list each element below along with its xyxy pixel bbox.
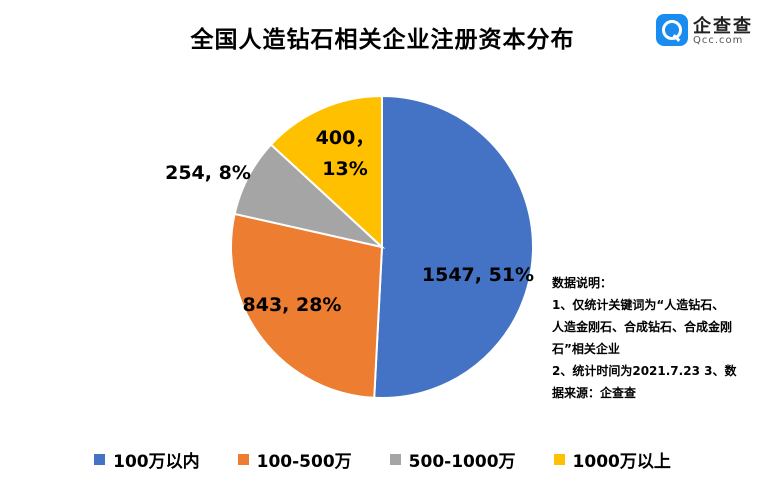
logo-name: 企查查: [693, 16, 753, 37]
note-line: 1、仅统计关键词为“人造钻石、: [552, 298, 725, 312]
note-line: 2、统计时间为2021.7.23 3、数: [552, 364, 737, 378]
chart-title: 全国人造钻石相关企业注册资本分布: [190, 27, 575, 53]
slice-data-label: 843, 28%: [243, 294, 342, 316]
qcc-logo: 企查查 Qcc.com: [656, 10, 760, 50]
legend-label: 500-1000万: [408, 452, 516, 472]
logo-domain: Qcc.com: [693, 35, 744, 46]
legend-label: 100-500万: [256, 452, 352, 472]
legend-item: 500-1000万: [389, 447, 516, 472]
chart-legend: 100万以内 100-500万 500-1000万 1000万以上: [0, 447, 765, 472]
legend-label: 1000万以上: [572, 452, 671, 472]
note-line: 人造金刚石、合成钻石、合成金刚: [552, 320, 733, 334]
note-line: 石”相关企业: [552, 342, 620, 356]
pie-slice: [230, 212, 384, 399]
magnifier-icon: [656, 14, 688, 46]
data-note: 数据说明： 1、仅统计关键词为“人造钻石、 人造金刚石、合成钻石、合成金刚 石”…: [552, 272, 757, 404]
slice-data-label: 13%: [322, 158, 367, 180]
note-line: 数据说明：: [552, 276, 613, 290]
slice-data-label: 1547, 51%: [422, 264, 534, 286]
legend-swatch: [389, 454, 401, 465]
legend-item: 1000万以上: [553, 447, 671, 472]
legend-swatch: [553, 454, 565, 465]
pie-slice: [269, 94, 383, 250]
legend-swatch: [237, 454, 249, 465]
note-line: 据来源：企查查: [552, 386, 637, 400]
legend-label: 100万以内: [113, 452, 200, 472]
pie-slice: [373, 94, 534, 399]
legend-item: 100-500万: [237, 447, 352, 472]
legend-swatch: [94, 454, 106, 465]
slice-data-label: 400，: [316, 127, 375, 149]
slice-data-label: 254, 8%: [165, 162, 251, 184]
legend-item: 100万以内: [94, 447, 200, 472]
